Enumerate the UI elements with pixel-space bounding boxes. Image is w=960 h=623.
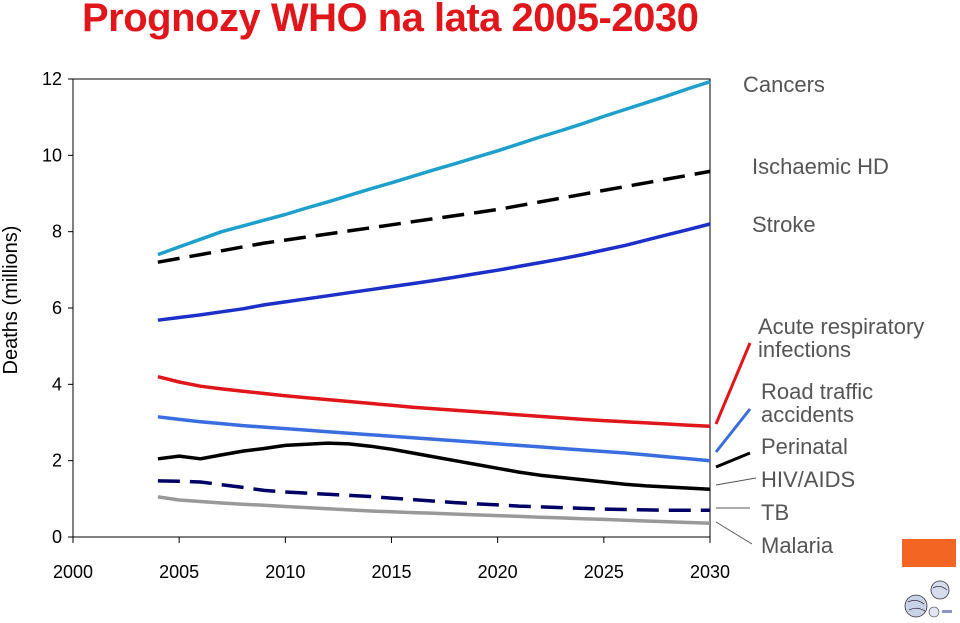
- series-line-road-traffic-accidents: [157, 415, 711, 463]
- x-tick-label: 2030: [690, 562, 730, 582]
- legend-connector: [715, 521, 753, 545]
- series-line-ischaemic-hd: [157, 169, 711, 264]
- series-line-stroke: [157, 222, 711, 322]
- y-tick-label: 12: [42, 69, 62, 89]
- legend-label: TB: [761, 500, 789, 525]
- legend-connector: [714, 342, 752, 425]
- who-logo: [902, 539, 956, 567]
- chart-axes: 0 2 4 6 8 10 12 2000 2005 2010 2015 2020 2025 2030: [42, 69, 730, 582]
- y-tick-label: 2: [52, 451, 62, 471]
- series-line-hiv-aids: [157, 479, 710, 513]
- legend-label: Perinatal: [761, 434, 848, 459]
- chart-legend: Cancers Ischaemic HD Stroke Acute respirato…: [714, 72, 924, 558]
- y-tick-label: 10: [42, 145, 62, 165]
- legend-label: Cancers: [743, 72, 825, 97]
- legend-label: Road traffic: [761, 379, 873, 404]
- legend-connector: [714, 408, 752, 453]
- y-axis-label: Deaths (millions): [0, 226, 22, 375]
- x-tick-label: 2005: [159, 562, 199, 582]
- y-tick-label: 6: [52, 298, 62, 318]
- chart-series: [157, 80, 711, 526]
- x-tick-label: 2015: [371, 562, 411, 582]
- plot-frame: [72, 78, 711, 538]
- legend-label: HIV/AIDS: [761, 467, 855, 492]
- series-line-cancers: [157, 80, 711, 257]
- legend-label: infections: [758, 337, 851, 362]
- legend-label: accidents: [761, 402, 854, 427]
- x-tick-label: 2000: [53, 562, 93, 582]
- series-line-tb: [157, 495, 711, 526]
- y-tick-label: 8: [52, 222, 62, 242]
- x-tick-label: 2020: [478, 562, 518, 582]
- page-title: Prognozy WHO na lata 2005-2030: [82, 0, 699, 40]
- y-axis-label-group: Deaths (millions): [0, 226, 22, 375]
- x-tick-label: 2010: [265, 562, 305, 582]
- legend-label: Malaria: [761, 533, 834, 558]
- x-tick-label: 2025: [584, 562, 624, 582]
- legend-connector: [715, 451, 751, 469]
- legend-label: Stroke: [752, 212, 816, 237]
- legend-label: Acute respiratory: [758, 314, 924, 339]
- y-tick-label: 0: [52, 527, 62, 547]
- series-line-acute-respiratory-infections: [157, 375, 711, 429]
- legend-connector: [715, 477, 757, 486]
- legend-label: Ischaemic HD: [752, 154, 889, 179]
- y-tick-label: 4: [52, 374, 62, 394]
- series-line-perinatal: [157, 441, 711, 492]
- globe-icon: [904, 580, 952, 618]
